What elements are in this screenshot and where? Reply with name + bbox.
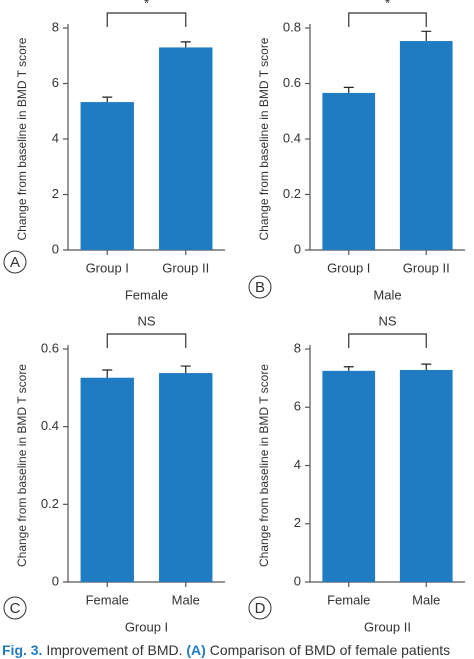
significance-bracket xyxy=(348,12,427,27)
panel-circle xyxy=(3,596,27,620)
bar xyxy=(80,377,134,582)
significance-label: NS xyxy=(137,313,155,328)
y-tick-label: 0 xyxy=(52,573,59,588)
x-axis-label: Group I xyxy=(125,619,168,634)
caption-rest: Comparison of BMD of female patients xyxy=(210,642,450,658)
y-tick-label: 8 xyxy=(52,19,59,34)
significance-label: * xyxy=(144,0,149,10)
y-tick-label: 0 xyxy=(52,241,59,256)
panel-circle xyxy=(248,596,272,620)
significance-bracket xyxy=(106,333,187,348)
bar xyxy=(322,370,376,582)
panel-letter: B xyxy=(255,279,265,296)
x-axis-label: Group II xyxy=(364,619,411,634)
error-bar xyxy=(421,30,432,42)
x-tick-label: Group II xyxy=(162,260,209,275)
caption: Fig. 3. Improvement of BMD. (A) Comparis… xyxy=(2,642,450,658)
x-tick-label: Male xyxy=(172,592,200,607)
bar xyxy=(322,92,376,250)
y-tick-label: 0.6 xyxy=(41,340,59,355)
y-tick-label: 6 xyxy=(52,75,59,90)
significance-bracket xyxy=(106,12,187,27)
bar xyxy=(159,373,213,582)
y-axis-label: Change from baseline in BMD T score xyxy=(15,37,29,240)
error-bar xyxy=(343,86,354,93)
y-tick-label: 2 xyxy=(294,515,301,530)
panel-circle xyxy=(3,250,27,274)
caption-label: Fig. 3. xyxy=(2,642,42,658)
x-tick-label: Female xyxy=(327,592,370,607)
significance-bracket xyxy=(348,333,427,348)
panel-letter: D xyxy=(255,600,266,617)
x-tick-label: Group I xyxy=(86,260,129,275)
x-axis-label: Female xyxy=(125,287,168,302)
y-tick-label: 0 xyxy=(294,241,301,256)
y-tick-label: 0.4 xyxy=(283,130,301,145)
y-tick-label: 0 xyxy=(294,573,301,588)
error-bar xyxy=(180,41,191,48)
bar xyxy=(399,369,453,582)
panel-circle xyxy=(248,275,272,299)
y-tick-label: 2 xyxy=(52,186,59,201)
bar xyxy=(159,47,213,250)
y-tick-label: 0.6 xyxy=(283,75,301,90)
significance-label: * xyxy=(385,0,390,10)
x-axis-label: Male xyxy=(373,287,401,302)
caption-text: Improvement of BMD. xyxy=(46,642,182,658)
panel-letter: A xyxy=(10,254,20,271)
x-tick-label: Female xyxy=(86,592,129,607)
error-bar xyxy=(421,363,432,370)
error-bar xyxy=(102,96,113,103)
y-axis-label: Change from baseline in BMD T score xyxy=(257,37,271,240)
y-tick-label: 6 xyxy=(294,399,301,414)
error-bar xyxy=(180,365,191,374)
y-tick-label: 4 xyxy=(52,130,59,145)
y-axis-label: Change from baseline in BMD T score xyxy=(257,364,271,567)
y-tick-label: 8 xyxy=(294,340,301,355)
x-tick-label: Group I xyxy=(327,260,370,275)
bar xyxy=(80,102,134,250)
error-bar xyxy=(343,366,354,371)
y-tick-label: 0.2 xyxy=(283,186,301,201)
x-tick-label: Male xyxy=(412,592,440,607)
y-tick-label: 4 xyxy=(294,457,301,472)
panel-letter: C xyxy=(10,600,21,617)
caption-panel: (A) xyxy=(186,642,205,658)
y-tick-label: 0.4 xyxy=(41,418,59,433)
significance-label: NS xyxy=(378,313,396,328)
x-tick-label: Group II xyxy=(403,260,450,275)
bar xyxy=(399,41,453,251)
y-tick-label: 0.8 xyxy=(283,19,301,34)
y-tick-label: 0.2 xyxy=(41,496,59,511)
y-axis-label: Change from baseline in BMD T score xyxy=(15,364,29,567)
error-bar xyxy=(102,369,113,378)
